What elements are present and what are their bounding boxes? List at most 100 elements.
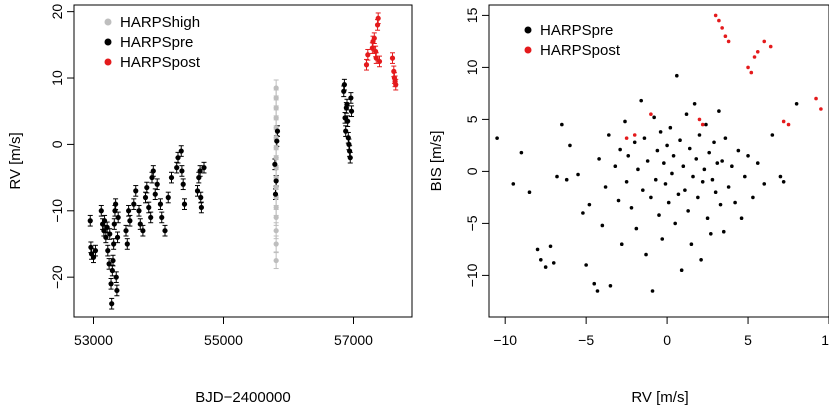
data-point xyxy=(371,35,377,41)
data-point xyxy=(165,194,171,201)
data-point xyxy=(106,261,112,267)
data-point xyxy=(555,174,559,179)
data-point xyxy=(618,147,622,152)
data-point xyxy=(597,157,601,161)
data-point xyxy=(655,148,660,153)
data-point xyxy=(347,155,353,161)
data-point xyxy=(146,204,152,211)
data-point xyxy=(564,177,569,182)
x-tick-label: 57000 xyxy=(334,332,373,348)
data-point xyxy=(180,181,186,187)
x-tick-label: 5 xyxy=(744,332,752,348)
data-point xyxy=(721,229,726,234)
data-point xyxy=(273,85,279,91)
data-point xyxy=(375,15,381,21)
data-point xyxy=(105,248,111,254)
legend-marker xyxy=(524,26,532,34)
data-point xyxy=(699,258,703,262)
data-point xyxy=(755,50,760,54)
data-point xyxy=(373,55,379,61)
y-axis-label: RV [m/s] xyxy=(7,132,24,189)
data-point xyxy=(626,154,631,158)
data-point xyxy=(369,45,375,51)
data-point xyxy=(519,150,524,155)
data-point xyxy=(174,165,180,171)
data-point xyxy=(90,254,97,260)
data-point xyxy=(726,39,731,44)
data-point xyxy=(710,177,715,182)
data-point xyxy=(201,165,207,171)
data-point xyxy=(341,82,347,88)
data-point xyxy=(131,201,137,207)
data-point xyxy=(639,98,643,103)
data-point xyxy=(374,22,381,28)
data-point xyxy=(712,140,716,145)
data-point xyxy=(663,182,668,186)
data-point xyxy=(273,155,279,161)
data-point xyxy=(197,168,203,174)
data-point xyxy=(103,234,109,240)
data-point xyxy=(273,145,279,151)
data-point xyxy=(720,159,724,163)
data-point xyxy=(273,257,279,264)
data-point xyxy=(704,122,708,127)
data-point xyxy=(150,168,156,174)
data-point xyxy=(613,164,618,168)
data-point xyxy=(786,122,791,127)
data-point xyxy=(652,115,656,120)
data-point xyxy=(697,117,702,122)
data-point xyxy=(676,192,681,197)
data-point xyxy=(762,39,767,44)
legend-label: HARPSpre xyxy=(540,22,613,39)
data-points xyxy=(87,15,399,307)
data-point xyxy=(720,26,724,30)
data-point xyxy=(162,228,168,234)
data-point xyxy=(115,214,121,221)
data-point xyxy=(736,148,741,153)
y-tick-label: −5 xyxy=(464,215,480,231)
data-point xyxy=(666,200,671,205)
data-point xyxy=(274,138,280,144)
y-tick-label: 0 xyxy=(464,167,480,175)
data-point xyxy=(705,216,710,220)
axes: 53000 55000 57000 −20 −10 0 10 20 xyxy=(49,4,373,348)
data-point xyxy=(273,95,279,101)
data-point xyxy=(181,201,188,207)
data-point xyxy=(632,140,637,145)
data-point xyxy=(657,213,661,217)
plot-frame xyxy=(73,4,413,318)
data-point xyxy=(126,208,132,214)
data-point xyxy=(273,178,279,184)
x-axis-label: RV [m/s] xyxy=(631,389,688,406)
data-point xyxy=(619,242,624,246)
data-point xyxy=(273,105,279,111)
data-point xyxy=(746,65,750,70)
data-point xyxy=(687,146,692,151)
plot-frame xyxy=(488,4,829,318)
data-point xyxy=(649,112,653,116)
data-point xyxy=(607,133,611,137)
data-point xyxy=(709,232,713,236)
data-point xyxy=(581,211,585,215)
data-point xyxy=(274,128,281,134)
x-axis-label: BJD−2400000 xyxy=(195,389,291,406)
data-point xyxy=(629,206,634,210)
y-tick-label: −20 xyxy=(49,265,65,289)
data-point xyxy=(124,241,130,247)
data-point xyxy=(632,133,637,137)
data-point xyxy=(645,159,650,163)
x-tick-label: −10 xyxy=(493,332,517,348)
axes: −10 −5 0 5 10 −10 −5 0 5 10 15 xyxy=(464,7,829,348)
data-point xyxy=(726,185,731,189)
data-point xyxy=(715,161,720,165)
legend-label: HARPShigh xyxy=(120,14,200,31)
data-point xyxy=(641,188,645,192)
data-point xyxy=(670,171,674,176)
data-point xyxy=(159,214,165,221)
data-point xyxy=(584,263,588,267)
data-point xyxy=(178,148,184,154)
data-point xyxy=(697,133,702,137)
data-point xyxy=(662,161,666,165)
data-point xyxy=(592,281,597,286)
data-point xyxy=(273,228,279,234)
